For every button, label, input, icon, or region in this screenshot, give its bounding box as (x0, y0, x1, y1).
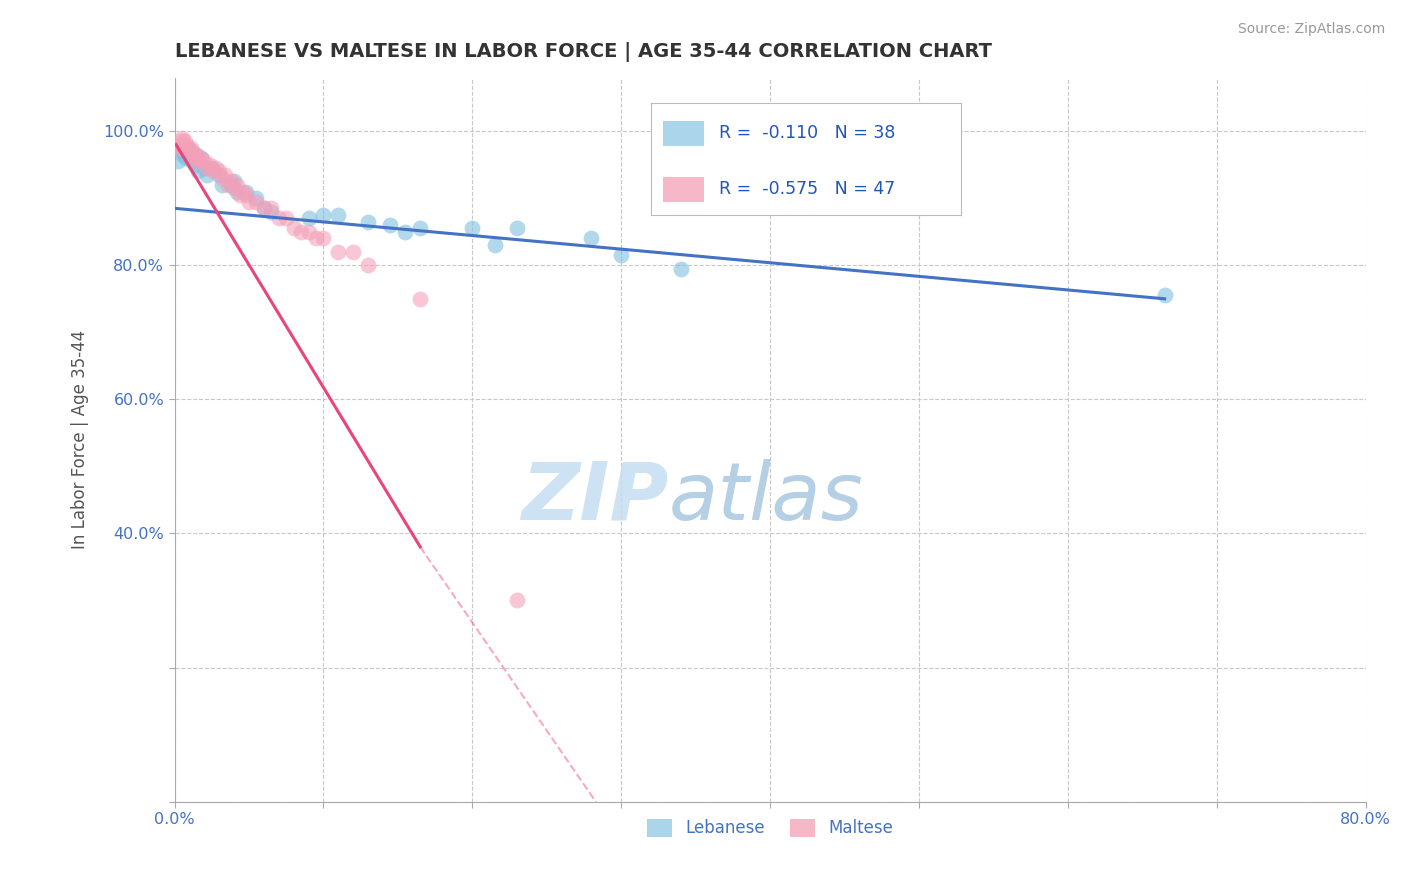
Point (193, 154, 215, 169)
Point (190, 151, 212, 165)
Point (201, 161, 224, 175)
Point (260, 202, 283, 216)
Point (222, 181, 245, 195)
Y-axis label: In Labor Force | Age 35-44: In Labor Force | Age 35-44 (72, 330, 89, 549)
Point (484, 238, 506, 252)
Point (506, 221, 529, 235)
Point (205, 161, 228, 175)
Point (177, 141, 200, 155)
Point (253, 202, 276, 216)
Point (245, 191, 267, 205)
Point (183, 151, 205, 165)
Point (267, 211, 290, 226)
Point (190, 151, 212, 165)
Point (187, 164, 209, 178)
Point (669, 261, 692, 276)
Point (200, 158, 222, 172)
Point (214, 168, 236, 182)
Point (506, 593, 529, 607)
Point (211, 178, 233, 192)
Point (211, 171, 233, 186)
Text: Source: ZipAtlas.com: Source: ZipAtlas.com (1237, 22, 1385, 37)
Point (176, 137, 198, 152)
Point (195, 168, 218, 182)
Point (183, 151, 205, 165)
Point (217, 178, 239, 192)
Point (187, 154, 209, 169)
Point (219, 174, 242, 188)
Point (245, 194, 267, 209)
Point (235, 188, 257, 202)
Point (202, 164, 225, 178)
Point (166, 154, 188, 169)
Point (167, 141, 190, 155)
Point (380, 218, 402, 232)
Point (165, 137, 187, 152)
Point (581, 231, 603, 245)
Point (409, 221, 432, 235)
Text: atlas: atlas (669, 458, 863, 536)
Point (186, 147, 208, 161)
Point (169, 134, 191, 148)
Point (290, 225, 312, 239)
Point (1153, 288, 1175, 302)
Point (357, 258, 380, 272)
Point (226, 178, 249, 192)
Point (253, 202, 276, 216)
Point (219, 178, 242, 192)
Point (176, 151, 198, 165)
Point (276, 211, 298, 226)
Point (342, 244, 364, 259)
Point (174, 134, 197, 148)
Point (195, 161, 218, 175)
Point (297, 211, 319, 226)
Point (172, 137, 194, 152)
Point (312, 231, 335, 245)
Point (610, 248, 633, 262)
Point (297, 225, 319, 239)
Point (179, 145, 201, 159)
Point (461, 221, 484, 235)
Point (169, 145, 191, 159)
Point (283, 221, 305, 235)
Point (238, 194, 260, 209)
Point (172, 141, 194, 155)
Point (260, 204, 283, 219)
Point (328, 244, 350, 259)
Point (328, 208, 350, 222)
Point (208, 168, 231, 182)
Point (235, 185, 257, 199)
Point (181, 154, 204, 169)
Legend: Lebanese, Maltese: Lebanese, Maltese (640, 812, 900, 844)
Point (232, 185, 254, 199)
Point (409, 292, 432, 306)
Point (312, 208, 335, 222)
Point (170, 131, 193, 145)
Point (184, 147, 207, 161)
Point (229, 188, 252, 202)
Point (357, 215, 380, 229)
Point (208, 164, 231, 178)
Point (193, 161, 215, 175)
Point (186, 151, 208, 165)
Text: ZIP: ZIP (522, 458, 669, 536)
Point (180, 141, 202, 155)
Point (226, 185, 249, 199)
Point (305, 231, 328, 245)
Point (181, 145, 204, 159)
Text: LEBANESE VS MALTESE IN LABOR FORCE | AGE 35-44 CORRELATION CHART: LEBANESE VS MALTESE IN LABOR FORCE | AGE… (174, 42, 991, 62)
Point (222, 174, 245, 188)
Point (172, 147, 194, 161)
Point (184, 158, 207, 172)
Point (179, 145, 201, 159)
Point (394, 225, 416, 239)
